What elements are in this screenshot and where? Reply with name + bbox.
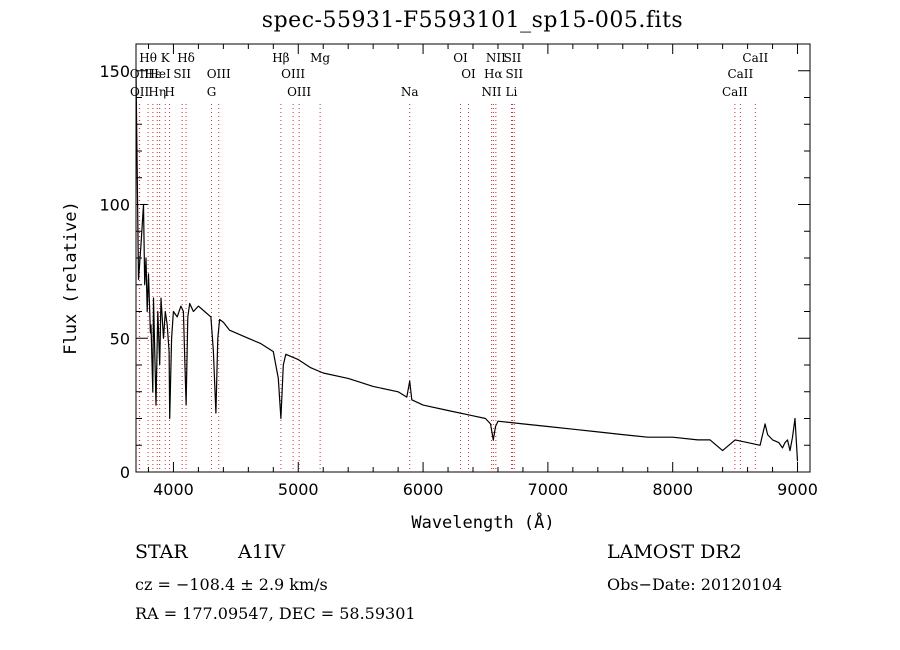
line-marker-label: Hδ — [177, 51, 195, 65]
line-marker-label: OIII — [281, 67, 305, 81]
line-marker-label: OI — [453, 51, 468, 65]
x-axis-label: Wavelength (Å) — [411, 511, 554, 533]
y-axis-label: Flux (relative) — [61, 201, 81, 355]
x-tick-label: 4000 — [153, 480, 194, 499]
line-marker-label: OIII — [287, 85, 311, 99]
chart-title: spec-55931-F5593101_sp15-005.fits — [261, 8, 684, 33]
line-marker-label: Hα — [484, 67, 503, 81]
line-marker-label: Li — [506, 85, 518, 99]
line-marker-label: CaII — [722, 85, 748, 99]
line-marker-label: OII — [130, 85, 150, 99]
line-marker-label: OII — [130, 67, 150, 81]
y-tick-label: 0 — [120, 463, 130, 482]
line-marker-label: OI — [461, 67, 476, 81]
y-tick-label: 150 — [99, 62, 130, 81]
class-label: STAR — [135, 541, 188, 563]
y-tick-label: 50 — [110, 329, 130, 348]
line-marker-label: Mg — [310, 51, 330, 65]
obs-date-label: Obs−Date: 20120104 — [607, 575, 783, 594]
x-tick-label: 6000 — [403, 480, 444, 499]
line-marker-label: Hβ — [272, 51, 289, 65]
survey-label: LAMOST DR2 — [607, 541, 742, 563]
line-marker-label: CaII — [727, 67, 753, 81]
line-marker-label: NII — [481, 85, 501, 99]
line-marker-label: CaII — [742, 51, 768, 65]
line-marker-label: G — [207, 85, 217, 99]
line-marker-label: Hε — [145, 67, 162, 81]
y-tick-label: 100 — [99, 196, 130, 215]
line-marker-label: Hη — [148, 85, 166, 99]
x-tick-label: 8000 — [652, 480, 693, 499]
x-tick-label: 9000 — [777, 480, 818, 499]
line-marker-label: HeI — [148, 67, 171, 81]
subclass-label: A1IV — [238, 541, 286, 563]
line-marker-label: NII — [486, 51, 506, 65]
x-tick-label: 5000 — [278, 480, 319, 499]
line-marker-label: K — [161, 51, 171, 65]
cz-label: cz = −108.4 ± 2.9 km/s — [135, 575, 328, 594]
line-marker-label: Hθ — [139, 51, 157, 65]
line-marker-label: SII — [505, 67, 523, 81]
line-marker-label: Na — [401, 85, 419, 99]
coords-label: RA = 177.09547, DEC = 58.59301 — [135, 604, 416, 623]
plot-frame — [135, 43, 811, 473]
line-marker-label: SII — [173, 67, 191, 81]
line-marker-label: H — [164, 85, 174, 99]
line-marker-label: SII — [504, 51, 522, 65]
line-marker-label: OIII — [207, 67, 231, 81]
x-tick-label: 7000 — [528, 480, 569, 499]
spectrum-line — [135, 70, 799, 462]
